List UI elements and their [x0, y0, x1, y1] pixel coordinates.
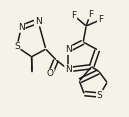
Text: N: N: [18, 23, 25, 32]
Text: F: F: [71, 11, 76, 20]
Text: N: N: [65, 65, 72, 74]
Text: F: F: [98, 15, 103, 24]
Text: O: O: [47, 69, 54, 78]
Text: N: N: [65, 45, 72, 54]
Text: N: N: [35, 17, 41, 26]
Text: S: S: [97, 91, 102, 99]
Text: S: S: [14, 42, 20, 51]
Text: F: F: [88, 10, 93, 18]
